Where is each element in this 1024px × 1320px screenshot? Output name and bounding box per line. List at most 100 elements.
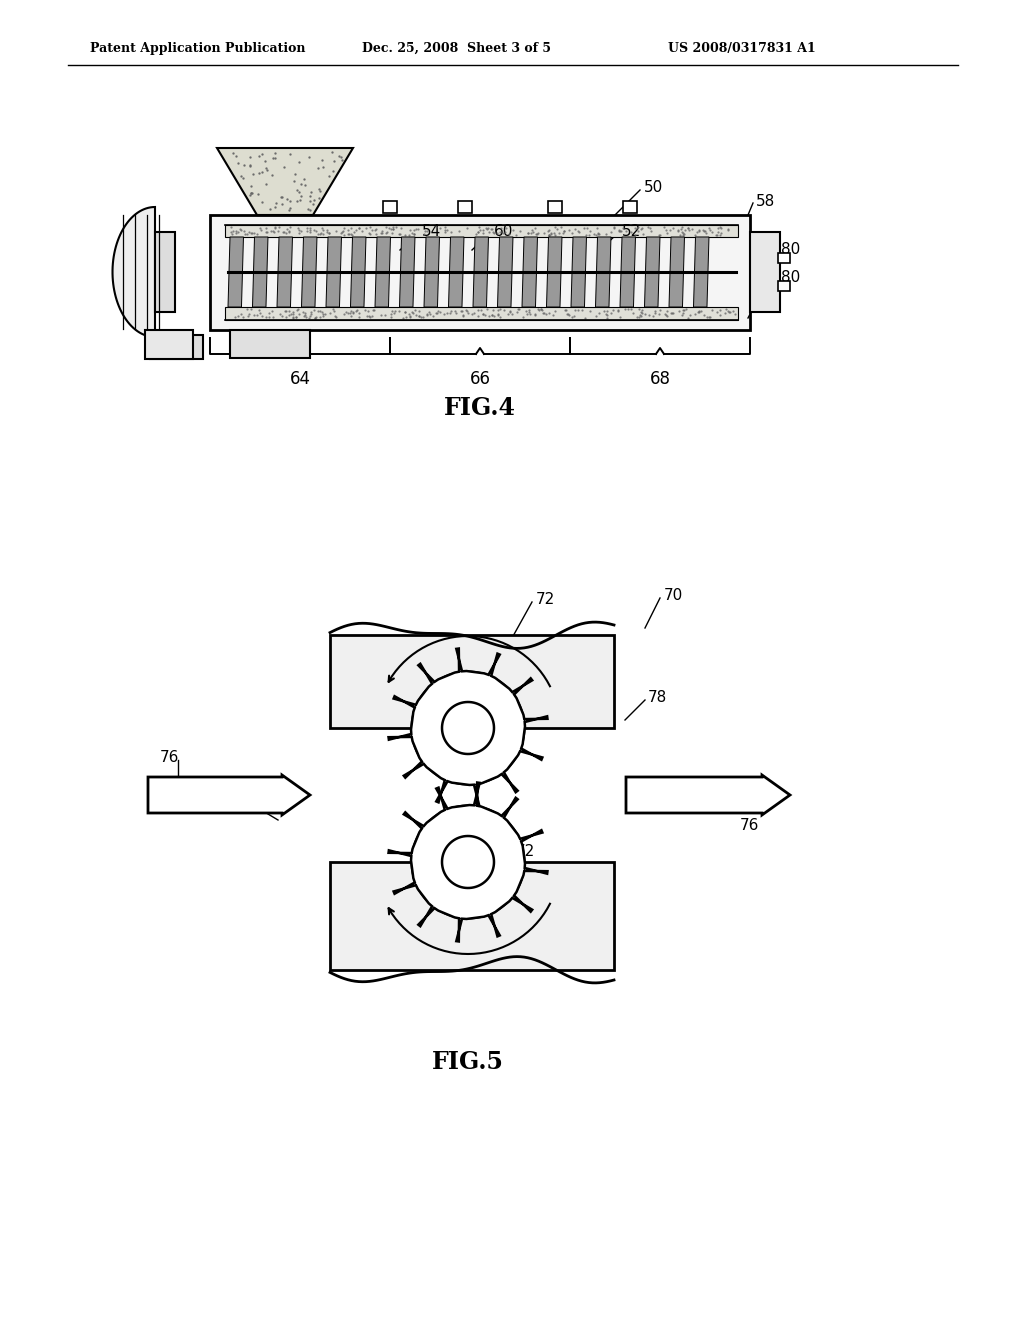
Point <box>475 304 492 325</box>
Point <box>391 223 408 244</box>
Point <box>588 224 604 246</box>
Point <box>682 304 698 325</box>
Point <box>547 301 563 322</box>
Point <box>708 224 724 246</box>
Point <box>676 300 692 321</box>
Polygon shape <box>424 238 439 308</box>
Point <box>559 304 575 325</box>
Point <box>264 165 281 186</box>
Point <box>446 300 463 321</box>
Point <box>343 301 359 322</box>
Polygon shape <box>626 775 790 814</box>
Polygon shape <box>399 238 415 308</box>
Point <box>342 302 358 323</box>
Point <box>384 301 400 322</box>
Polygon shape <box>388 648 548 808</box>
Point <box>475 304 492 325</box>
Point <box>400 224 417 246</box>
Point <box>278 306 294 327</box>
Point <box>424 305 440 326</box>
Point <box>605 300 622 321</box>
Point <box>379 222 395 243</box>
Point <box>543 222 559 243</box>
Point <box>701 306 718 327</box>
Point <box>717 302 733 323</box>
Point <box>281 199 297 220</box>
Point <box>258 173 274 194</box>
Point <box>400 304 417 325</box>
Point <box>368 223 384 244</box>
Point <box>438 302 455 323</box>
Point <box>306 308 323 329</box>
Point <box>609 300 626 321</box>
Point <box>582 301 598 322</box>
Polygon shape <box>778 253 790 263</box>
Point <box>663 302 679 323</box>
Point <box>241 304 257 325</box>
Point <box>382 219 398 240</box>
Point <box>468 223 484 244</box>
Point <box>373 223 389 244</box>
Point <box>265 306 282 327</box>
Polygon shape <box>330 635 614 729</box>
Point <box>691 220 708 242</box>
Polygon shape <box>155 232 175 312</box>
Polygon shape <box>442 702 494 754</box>
Point <box>514 306 530 327</box>
Point <box>336 224 352 246</box>
Point <box>611 220 628 242</box>
Point <box>357 216 374 238</box>
Point <box>285 306 301 327</box>
Point <box>232 219 249 240</box>
Point <box>274 306 291 327</box>
Point <box>550 222 566 243</box>
Text: 64: 64 <box>290 370 310 388</box>
Point <box>407 223 423 244</box>
Point <box>674 222 690 243</box>
Point <box>712 304 728 325</box>
Point <box>368 219 384 240</box>
Point <box>396 301 413 322</box>
Point <box>701 306 718 327</box>
Point <box>334 222 350 243</box>
Point <box>325 298 341 319</box>
Point <box>698 222 715 243</box>
Point <box>674 305 690 326</box>
Text: 72: 72 <box>536 591 555 606</box>
Point <box>443 222 460 243</box>
Point <box>477 305 494 326</box>
Point <box>305 300 322 321</box>
Point <box>502 301 518 322</box>
Point <box>318 222 335 243</box>
Point <box>640 216 656 238</box>
Point <box>301 308 317 329</box>
Point <box>472 219 488 240</box>
Point <box>560 304 577 325</box>
Point <box>633 219 649 240</box>
Point <box>477 218 494 239</box>
Point <box>629 306 645 327</box>
Point <box>383 304 399 325</box>
Point <box>286 170 302 191</box>
Point <box>541 302 557 323</box>
Point <box>386 302 402 323</box>
Point <box>289 300 305 321</box>
Point <box>302 190 318 211</box>
Text: 52: 52 <box>622 223 641 239</box>
Point <box>319 219 336 240</box>
Point <box>517 300 534 321</box>
Point <box>488 222 505 243</box>
Point <box>378 216 394 238</box>
Point <box>264 148 281 169</box>
Point <box>367 219 383 240</box>
Point <box>634 300 650 321</box>
Point <box>326 150 342 172</box>
Text: 70: 70 <box>664 587 683 602</box>
Point <box>275 157 292 178</box>
Point <box>591 302 607 323</box>
Point <box>489 305 506 326</box>
Point <box>297 304 313 325</box>
Point <box>257 222 273 243</box>
Point <box>301 147 317 168</box>
Point <box>390 300 407 321</box>
